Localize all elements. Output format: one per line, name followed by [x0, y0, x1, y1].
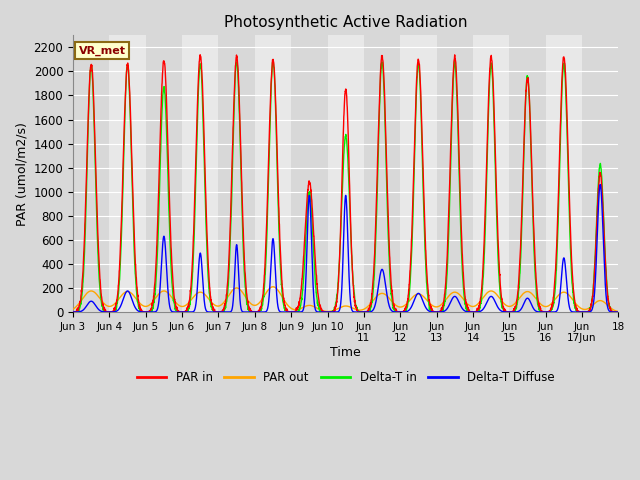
Bar — [73, 36, 109, 312]
Bar — [218, 36, 255, 312]
Bar — [364, 36, 400, 312]
Bar — [546, 36, 582, 312]
Bar — [582, 36, 618, 312]
Title: Photosynthetic Active Radiation: Photosynthetic Active Radiation — [224, 15, 467, 30]
Bar — [328, 36, 364, 312]
Bar — [291, 36, 328, 312]
Y-axis label: PAR (umol/m2/s): PAR (umol/m2/s) — [15, 122, 28, 226]
Text: VR_met: VR_met — [79, 45, 125, 56]
Bar — [400, 36, 436, 312]
Bar — [509, 36, 546, 312]
Bar — [436, 36, 473, 312]
Bar — [473, 36, 509, 312]
Bar — [146, 36, 182, 312]
Bar — [182, 36, 218, 312]
Bar — [255, 36, 291, 312]
Bar — [109, 36, 146, 312]
Bar — [618, 36, 640, 312]
Legend: PAR in, PAR out, Delta-T in, Delta-T Diffuse: PAR in, PAR out, Delta-T in, Delta-T Dif… — [132, 367, 559, 389]
X-axis label: Time: Time — [330, 346, 361, 359]
